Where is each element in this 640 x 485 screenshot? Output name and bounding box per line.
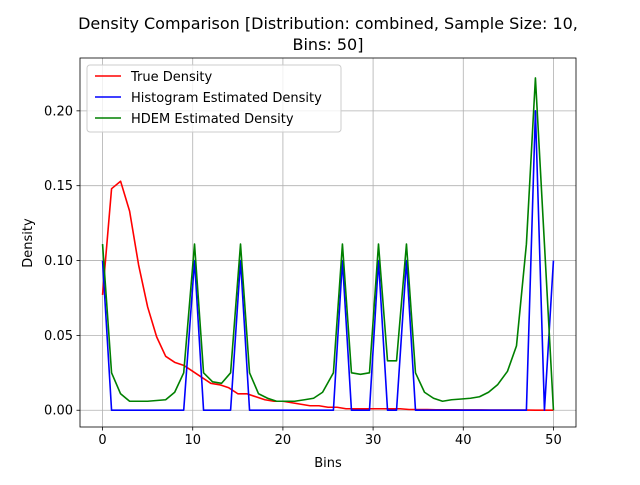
series-line-histogram-density [101, 110, 555, 412]
series-lines [101, 77, 555, 412]
legend-box [86, 64, 342, 133]
chart-title-line-2: Bins: 50] [293, 35, 364, 54]
legend-label-hdem-density: HDEM Estimated Density [131, 112, 294, 127]
chart-title-line-1: Density Comparison [Distribution: combin… [78, 14, 578, 33]
x-tick-label: 30 [365, 433, 382, 448]
x-tick-label: 20 [275, 433, 292, 448]
x-axis-label: Bins [314, 456, 342, 471]
x-tick-label: 0 [98, 433, 106, 448]
x-tick-label: 40 [455, 433, 472, 448]
axis-ticks: 0 10 20 30 40 50 0.00 0.05 0.10 0.15 0.20 [44, 104, 562, 448]
plot-area-frame [79, 57, 577, 428]
y-tick-label: 0.10 [44, 254, 73, 269]
y-tick-label: 0.20 [44, 104, 73, 119]
legend: True Density Histogram Estimated Density… [86, 64, 342, 133]
legend-label-histogram-density: Histogram Estimated Density [131, 91, 322, 106]
y-tick-label: 0.00 [44, 404, 73, 419]
y-tick-label: 0.05 [44, 329, 73, 344]
legend-label-true-density: True Density [130, 70, 212, 85]
x-tick-label: 50 [545, 433, 562, 448]
y-axis-label: Density [21, 218, 36, 268]
y-tick-label: 0.15 [44, 179, 73, 194]
x-tick-label: 10 [184, 433, 201, 448]
series-line-hdem-density [101, 77, 555, 411]
